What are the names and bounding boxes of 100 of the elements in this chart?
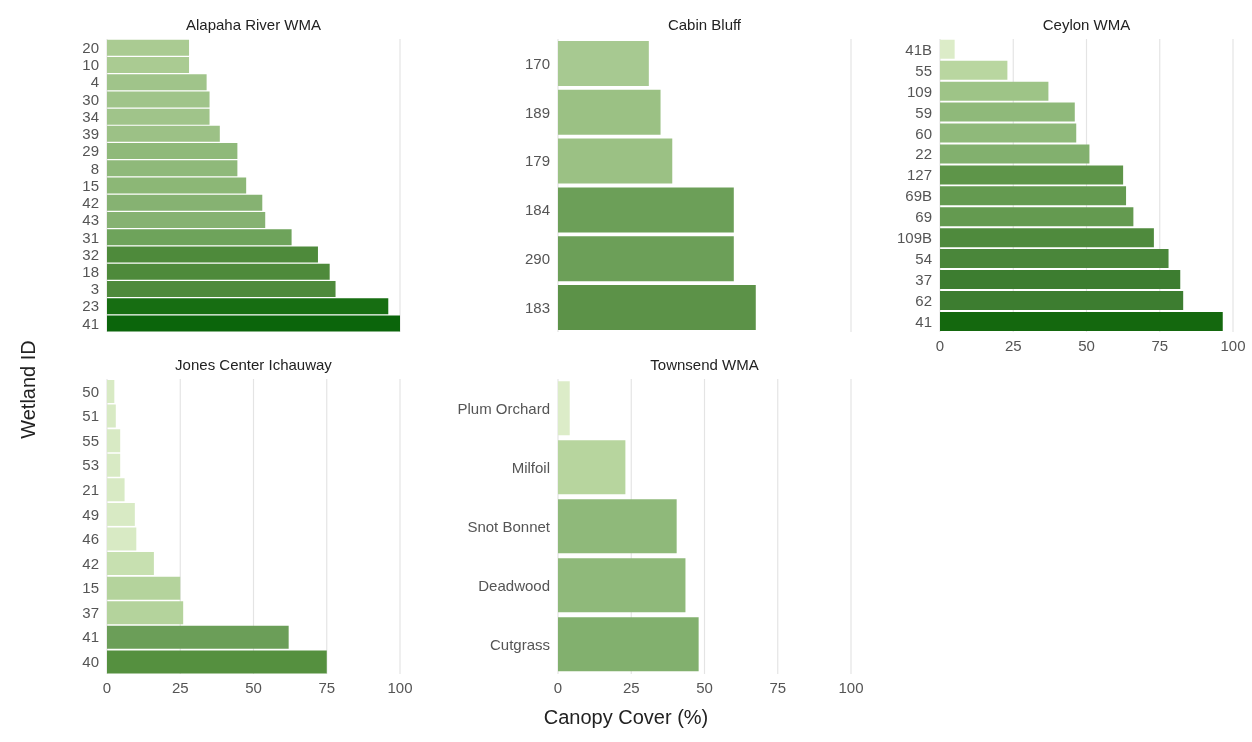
y-tick-label: 3 bbox=[90, 280, 99, 298]
bar bbox=[940, 81, 1049, 101]
y-tick-label: 31 bbox=[82, 228, 99, 246]
y-tick-label: 23 bbox=[82, 297, 99, 315]
y-tick-label: 69B bbox=[905, 187, 932, 205]
y-tick-label: 46 bbox=[82, 530, 99, 548]
y-tick-label: Snot Bonnet bbox=[467, 517, 551, 535]
x-tick-label: 25 bbox=[1004, 336, 1022, 354]
bar bbox=[107, 552, 154, 576]
x-axis-title: Canopy Cover (%) bbox=[542, 706, 710, 729]
y-tick-label: 41B bbox=[905, 40, 932, 58]
chart-title: Townsend WMA bbox=[649, 355, 760, 375]
bar bbox=[558, 285, 756, 331]
x-tick-label: 0 bbox=[102, 678, 112, 696]
bar bbox=[940, 270, 1181, 290]
bar bbox=[940, 60, 1008, 80]
y-tick-label: 43 bbox=[82, 211, 99, 229]
y-tick-label: 8 bbox=[90, 159, 99, 177]
y-tick-label: 4 bbox=[90, 73, 99, 91]
y-tick-label: 34 bbox=[82, 107, 99, 125]
y-tick-label: 189 bbox=[524, 103, 550, 121]
x-tick-label: 100 bbox=[387, 678, 413, 696]
y-tick-label: 51 bbox=[82, 407, 99, 425]
bar bbox=[107, 625, 289, 649]
bar bbox=[940, 123, 1077, 143]
y-tick-label: 15 bbox=[82, 579, 99, 597]
y-tick-label: 32 bbox=[82, 245, 99, 263]
bar bbox=[940, 186, 1127, 206]
bar bbox=[558, 236, 734, 282]
y-tick-label: 60 bbox=[915, 124, 932, 142]
bar bbox=[940, 39, 955, 59]
y-tick-label: 127 bbox=[906, 166, 932, 184]
y-tick-label: 53 bbox=[82, 456, 99, 474]
x-tick-label: 25 bbox=[622, 678, 640, 696]
y-tick-label: 62 bbox=[915, 291, 932, 309]
y-tick-label: Cutgrass bbox=[489, 635, 550, 653]
y-tick-label: 109B bbox=[896, 229, 932, 247]
y-tick-label: 42 bbox=[82, 194, 99, 212]
bar bbox=[940, 207, 1134, 227]
y-tick-label: 41 bbox=[82, 628, 99, 646]
y-tick-label: 184 bbox=[524, 201, 550, 219]
y-tick-label: 170 bbox=[524, 54, 550, 72]
chart-title: Cabin Bluff bbox=[666, 15, 743, 35]
y-tick-label: 15 bbox=[82, 176, 99, 194]
bar bbox=[558, 138, 673, 184]
x-tick-label: 75 bbox=[769, 678, 787, 696]
x-tick-label: 50 bbox=[696, 678, 713, 696]
x-tick-label: 100 bbox=[838, 678, 864, 696]
bar bbox=[558, 89, 661, 135]
x-tick-label: 25 bbox=[171, 678, 189, 696]
y-tick-label: 109 bbox=[906, 82, 932, 100]
bar bbox=[558, 40, 649, 86]
y-tick-label: 183 bbox=[524, 298, 550, 316]
y-tick-label: 179 bbox=[524, 152, 550, 170]
y-tick-label: 39 bbox=[82, 125, 99, 143]
y-tick-label: 40 bbox=[82, 653, 99, 671]
y-tick-label: 41 bbox=[915, 312, 932, 330]
bar bbox=[107, 650, 327, 674]
y-tick-label: 22 bbox=[915, 145, 932, 163]
x-tick-label: 50 bbox=[1078, 336, 1095, 354]
bar bbox=[558, 381, 570, 436]
y-tick-label: 55 bbox=[915, 61, 932, 79]
bar bbox=[940, 311, 1223, 331]
y-tick-label: 49 bbox=[82, 505, 99, 523]
y-tick-label: 21 bbox=[82, 480, 99, 498]
x-tick-label: 0 bbox=[935, 336, 945, 354]
bar bbox=[940, 290, 1184, 310]
bar bbox=[940, 165, 1124, 185]
x-tick-label: 50 bbox=[245, 678, 262, 696]
bar bbox=[558, 617, 699, 672]
y-tick-label: 37 bbox=[915, 271, 932, 288]
bar bbox=[558, 558, 686, 613]
y-tick-label: 18 bbox=[82, 263, 99, 280]
y-tick-label: 59 bbox=[915, 103, 932, 121]
y-tick-label: 290 bbox=[524, 250, 550, 268]
x-tick-label: 0 bbox=[553, 678, 563, 696]
y-tick-label: Milfoil bbox=[511, 458, 550, 476]
bar bbox=[107, 379, 115, 403]
y-tick-label: 20 bbox=[82, 38, 99, 56]
bar bbox=[940, 144, 1090, 164]
y-tick-label: Deadwood bbox=[478, 576, 550, 594]
bar bbox=[940, 249, 1169, 269]
chart-title: Alapaha River WMA bbox=[184, 15, 322, 35]
bar bbox=[107, 229, 292, 246]
y-tick-label: 29 bbox=[82, 142, 99, 160]
y-tick-label: 55 bbox=[82, 431, 99, 449]
x-tick-label: 75 bbox=[318, 678, 336, 696]
y-axis-title: Wetland ID bbox=[16, 339, 40, 441]
bar bbox=[558, 187, 734, 233]
y-tick-label: 30 bbox=[82, 90, 99, 108]
chart-title: Jones Center Ichauway bbox=[174, 355, 333, 375]
chart-title: Ceylon WMA bbox=[1041, 15, 1132, 35]
bar bbox=[940, 102, 1075, 122]
y-tick-label: 10 bbox=[82, 56, 99, 74]
y-tick-label: 42 bbox=[82, 554, 99, 572]
y-tick-label: Plum Orchard bbox=[457, 399, 550, 417]
y-tick-label: 50 bbox=[82, 382, 99, 400]
bar bbox=[558, 440, 626, 495]
x-tick-label: 100 bbox=[1220, 336, 1246, 354]
y-tick-label: 69 bbox=[915, 208, 932, 226]
